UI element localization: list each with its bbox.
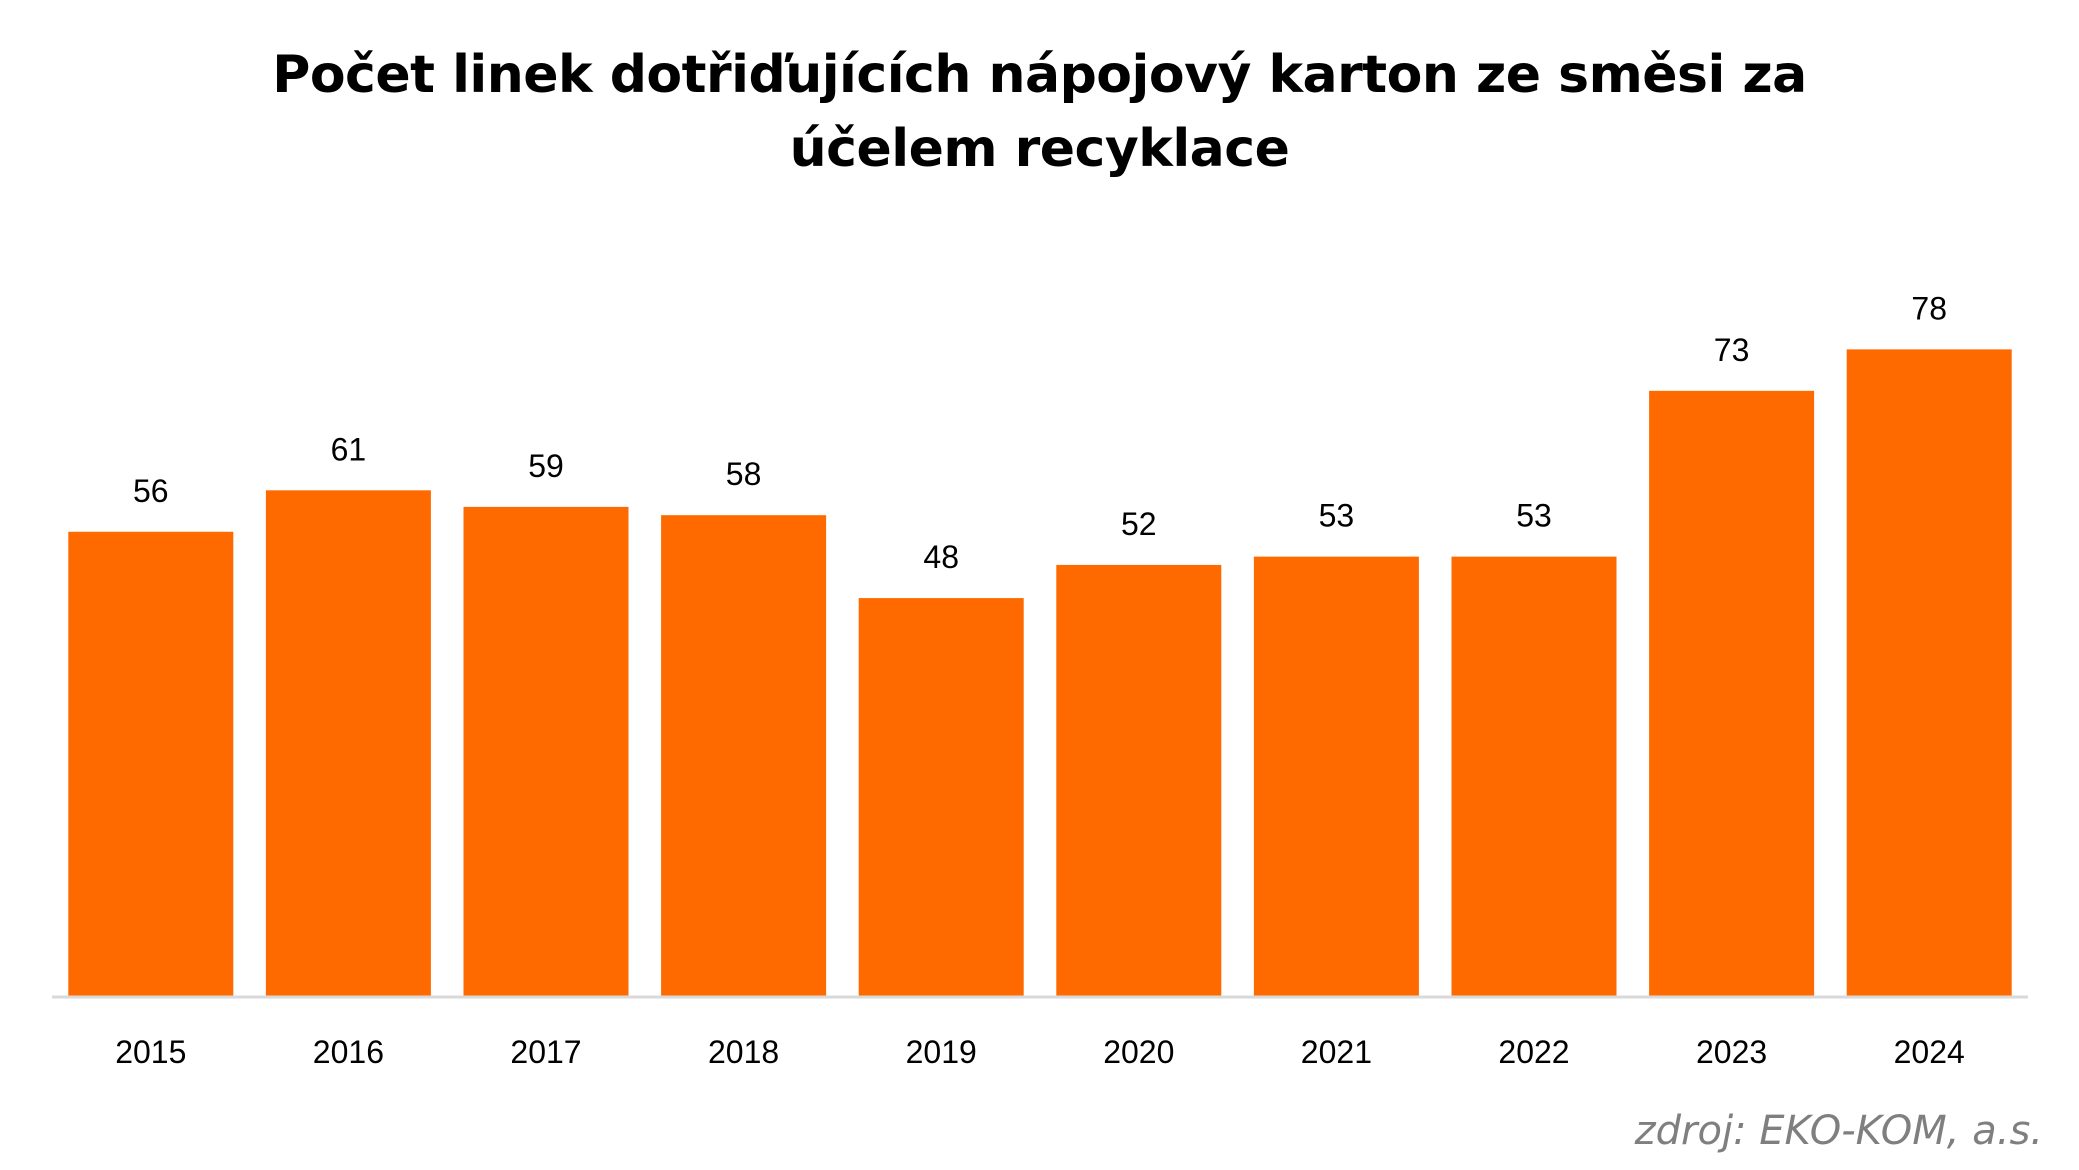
bar-2020 [1056, 564, 1222, 996]
x-tick-label-2024: 2024 [1894, 1034, 1965, 1070]
data-label-2015: 56 [133, 473, 169, 509]
x-tick-label-2020: 2020 [1103, 1034, 1174, 1070]
chart-title-line-1: Počet linek dotřiďujících nápojový karto… [272, 45, 1807, 105]
bar-2023 [1649, 390, 1815, 997]
bar-2022 [1451, 556, 1617, 996]
x-tick-label-2018: 2018 [708, 1034, 779, 1070]
bar-2021 [1253, 556, 1419, 996]
data-label-2021: 53 [1319, 498, 1355, 534]
x-tick-label-2016: 2016 [313, 1034, 384, 1070]
data-label-2020: 52 [1121, 506, 1157, 542]
source-note: zdroj: EKO-KOM, a.s. [1634, 1108, 2043, 1154]
bar-2018 [661, 515, 827, 996]
data-label-2024: 78 [1911, 290, 1947, 326]
x-tick-label-2017: 2017 [510, 1034, 581, 1070]
x-tick-label-2023: 2023 [1696, 1034, 1767, 1070]
bar-2024 [1846, 349, 2012, 996]
x-tick-label-2022: 2022 [1498, 1034, 1569, 1070]
data-label-2023: 73 [1714, 332, 1750, 368]
bar-2019 [858, 598, 1024, 996]
bar-2017 [463, 506, 629, 996]
x-tick-label-2019: 2019 [906, 1034, 977, 1070]
data-label-2016: 61 [331, 431, 367, 467]
data-label-2018: 58 [726, 456, 762, 492]
chart-title: Počet linek dotřiďujících nápojový karto… [0, 38, 2079, 186]
bar-2016 [265, 490, 431, 996]
chart-title-line-2: účelem recyklace [789, 119, 1290, 179]
x-tick-label-2015: 2015 [115, 1034, 186, 1070]
data-label-2022: 53 [1516, 498, 1552, 534]
data-label-2019: 48 [923, 539, 959, 575]
x-tick-label-2021: 2021 [1301, 1034, 1372, 1070]
bar-2015 [68, 531, 234, 996]
data-label-2017: 59 [528, 448, 564, 484]
